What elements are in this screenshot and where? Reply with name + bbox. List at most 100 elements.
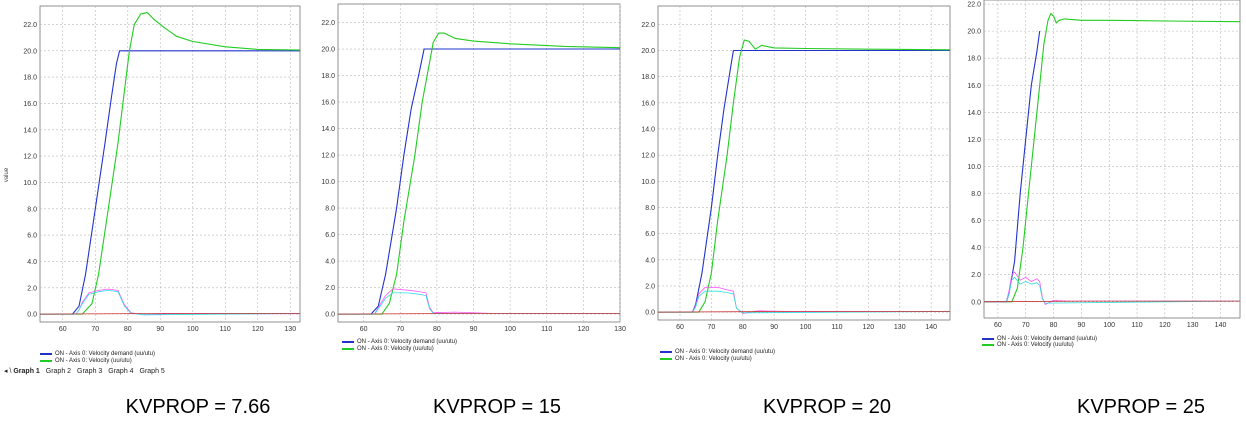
- graph-panel-4: 0.0 2.0 4.0 6.0 8.0 10.0 12.0 14.0 16.0 18.0 20.0 2…: [958, 0, 1246, 390]
- legend-item-velocity: ON - Axis 0: Velocity (uu/utu): [982, 342, 1074, 348]
- y-tick-label: 20.0: [641, 48, 655, 55]
- legend-item-velocity: ON - Axis 0: Velocity (uu/utu): [342, 346, 434, 352]
- legend-swatch-velocity: [40, 360, 52, 362]
- y-tick-label: 14.0: [321, 126, 335, 133]
- y-tick-label: 20.0: [967, 29, 981, 36]
- series-line-3: [984, 271, 1240, 305]
- legend-item-velocity: ON - Axis 0: Velocity (uu/utu): [660, 356, 752, 362]
- tab-graph-2[interactable]: Graph 2: [45, 368, 72, 375]
- tab-graph-4[interactable]: Graph 4: [108, 368, 134, 375]
- legend-swatch-velocity: [982, 344, 994, 346]
- tab-scroll-arrows[interactable]: ◂ \: [4, 368, 14, 375]
- graph-panel-2: 0.0 2.0 4.0 6.0 8.0 10.0 12.0 14.0 16.0 18.0 20.0 2…: [312, 0, 626, 390]
- legend-label-demand: ON - Axis 0: Velocity demand (uu/utu): [55, 351, 156, 357]
- caption-kvprop-3: KVPROP = 20: [762, 396, 892, 418]
- x-tick-label: 100: [504, 326, 516, 333]
- y-tick-label: 16.0: [641, 100, 655, 107]
- y-tick-label: 10.0: [641, 179, 655, 186]
- y-tick-label: 0.0: [971, 299, 981, 306]
- legend-swatch-demand: [40, 353, 52, 355]
- series-line-4: [338, 292, 620, 315]
- plot-area: [657, 5, 951, 321]
- x-tick-label: 100: [187, 326, 199, 333]
- tab-graph-5[interactable]: Graph 5: [139, 368, 165, 375]
- x-tick-label: 120: [863, 324, 875, 331]
- chart-1: 0.0 2.0 4.0 6.0 8.0 10.0 12.0 14.0 16.0 18.0 20.0 2…: [4, 5, 301, 333]
- y-tick-label: 14.0: [967, 110, 981, 117]
- y-tick-label: 10.0: [967, 164, 981, 171]
- x-tick-label: 110: [220, 326, 231, 333]
- x-tick-label: 60: [360, 326, 368, 333]
- series-line-3: [338, 288, 620, 315]
- legend-label-velocity: ON - Axis 0: Velocity (uu/utu): [55, 358, 132, 364]
- y-tick-label: 2.0: [325, 285, 335, 292]
- legend-swatch-demand: [660, 351, 672, 353]
- y-tick-label: 2.0: [27, 285, 37, 292]
- y-tick-label: 2.0: [971, 272, 981, 279]
- x-tick-label: 70: [91, 326, 99, 333]
- x-tick-label: 110: [541, 326, 552, 333]
- series-line-1: [338, 48, 620, 315]
- graph-panel-3: 0.0 2.0 4.0 6.0 8.0 10.0 12.0 14.0 16.0 18.0 20.0 2…: [630, 0, 955, 390]
- y-tick-label: 22.0: [321, 20, 335, 27]
- legend-item-velocity: ON - Axis 0: Velocity (uu/utu): [40, 358, 132, 364]
- x-tick-label: 120: [578, 326, 590, 333]
- y-tick-label: 4.0: [27, 259, 37, 266]
- y-tick-label: 16.0: [321, 100, 335, 107]
- graph-tab-strip: ◂ \ Graph 1 Graph 2 Graph 3 Graph 4 Grap…: [4, 367, 169, 375]
- graph-panel-1: 0.0 2.0 4.0 6.0 8.0 10.0 12.0 14.0 16.0 18.0 20.0 2…: [0, 0, 305, 390]
- y-axis-label: value: [4, 167, 10, 182]
- legend-item-demand: ON - Axis 0: Velocity demand (uu/utu): [342, 339, 457, 345]
- y-tick-label: 18.0: [641, 74, 655, 81]
- y-tick-label: 20.0: [23, 48, 37, 55]
- tab-graph-1[interactable]: Graph 1: [13, 368, 40, 375]
- x-tick-label: 80: [433, 326, 441, 333]
- y-tick-label: 20.0: [321, 47, 335, 54]
- x-tick-label: 130: [894, 324, 906, 331]
- x-tick-label: 90: [470, 326, 478, 333]
- y-tick-label: 12.0: [641, 153, 655, 160]
- x-tick-label: 70: [707, 324, 715, 331]
- y-tick-label: 2.0: [645, 283, 655, 290]
- y-tick-label: 22.0: [641, 22, 655, 29]
- chart-4: 0.0 2.0 4.0 6.0 8.0 10.0 12.0 14.0 16.0 18.0 20.0 2…: [967, 0, 1241, 329]
- x-tick-label: 140: [925, 324, 937, 331]
- series-line-5: [657, 311, 950, 313]
- legend-swatch-demand: [342, 341, 354, 343]
- series-line-4: [984, 277, 1241, 304]
- y-tick-label: 12.0: [321, 153, 335, 160]
- y-tick-label: 18.0: [967, 56, 981, 63]
- legend-swatch-velocity: [342, 348, 354, 350]
- legend-item-demand: ON - Axis 0: Velocity demand (uu/utu): [982, 336, 1097, 342]
- y-tick-label: 6.0: [645, 231, 655, 238]
- tab-graph-3[interactable]: Graph 3: [77, 368, 103, 375]
- legend-label-demand: ON - Axis 0: Velocity demand (uu/utu): [357, 339, 458, 345]
- plot-area: [983, 0, 1241, 319]
- y-tick-label: 10.0: [321, 179, 335, 186]
- x-tick-label: 90: [1077, 322, 1085, 329]
- legend-label-velocity: ON - Axis 0: Velocity (uu/utu): [997, 342, 1074, 348]
- x-tick-label: 110: [831, 324, 842, 331]
- y-tick-label: 12.0: [23, 154, 37, 161]
- y-tick-label: 12.0: [967, 137, 981, 144]
- x-tick-label: 60: [994, 322, 1002, 329]
- legend-swatch-velocity: [660, 358, 672, 360]
- y-tick-label: 4.0: [645, 257, 655, 264]
- legend-item-demand: ON - Axis 0: Velocity demand (uu/utu): [660, 349, 775, 355]
- x-tick-label: 70: [396, 326, 404, 333]
- x-tick-label: 90: [770, 324, 778, 331]
- y-tick-label: 22.0: [967, 2, 981, 9]
- y-tick-label: 0.0: [27, 312, 37, 319]
- x-tick-label: 140: [1215, 322, 1227, 329]
- legend-swatch-demand: [982, 338, 994, 340]
- x-tick-label: 130: [1187, 322, 1199, 329]
- legend-label-demand: ON - Axis 0: Velocity demand (uu/utu): [675, 349, 776, 355]
- y-tick-label: 6.0: [325, 232, 335, 239]
- y-tick-label: 6.0: [971, 218, 981, 225]
- y-tick-label: 8.0: [645, 205, 655, 212]
- chart-3: 0.0 2.0 4.0 6.0 8.0 10.0 12.0 14.0 16.0 18.0 20.0 2…: [641, 5, 951, 331]
- series-line-1: [40, 50, 300, 315]
- caption-kvprop-2: KVPROP = 15: [432, 396, 562, 418]
- y-tick-label: 0.0: [645, 310, 655, 317]
- x-tick-label: 70: [1022, 322, 1030, 329]
